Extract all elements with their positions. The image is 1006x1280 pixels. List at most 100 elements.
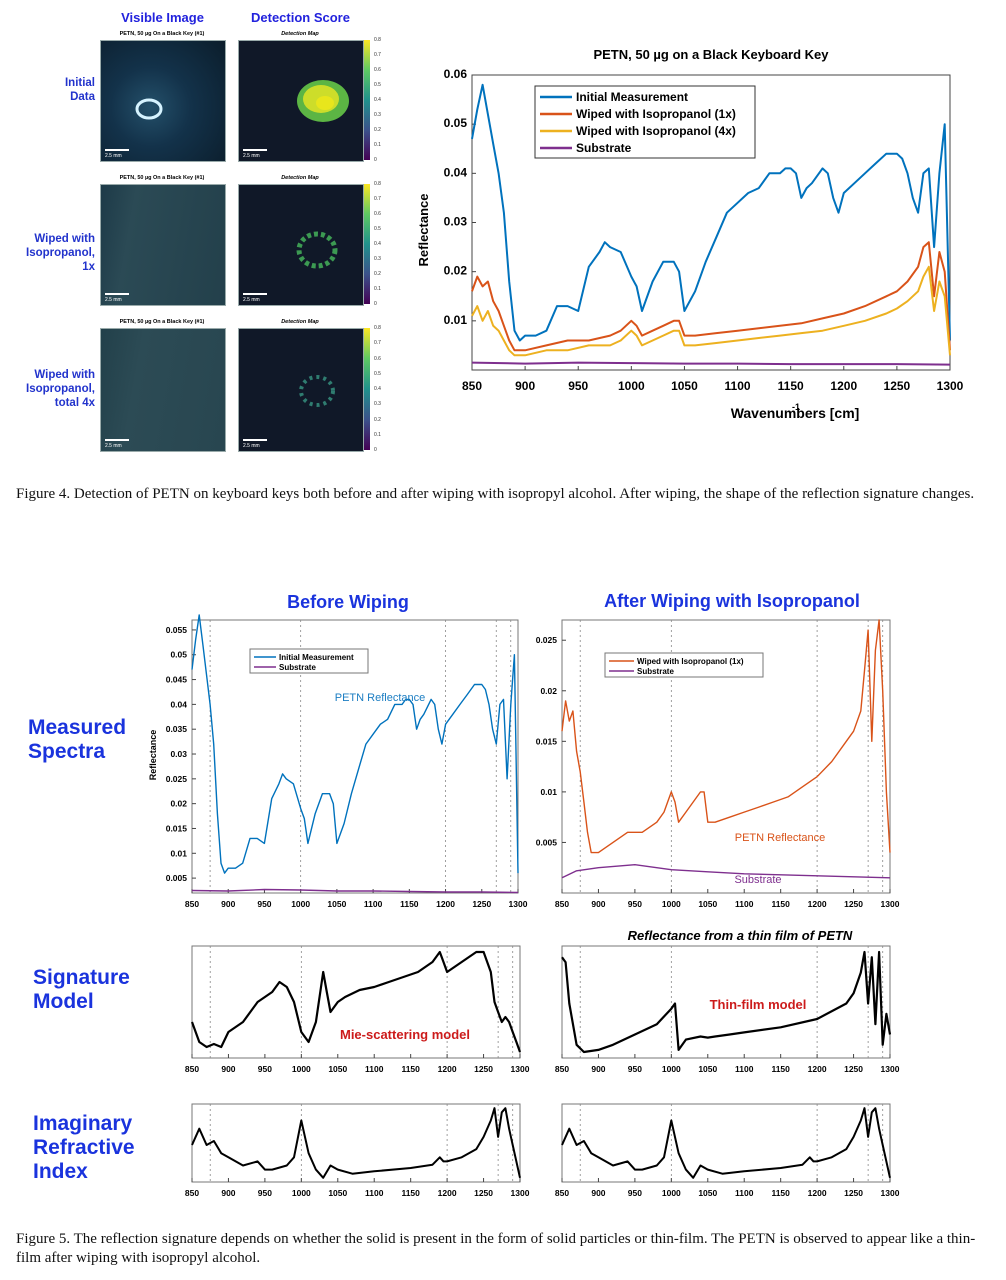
x-tick-label: 1100 (725, 379, 751, 393)
x-tick-label: 850 (185, 1064, 199, 1074)
x-tick-label: 1150 (771, 1064, 790, 1074)
legend-label: Wiped with Isopropanol (1x) (637, 657, 744, 666)
x-tick-label: 1250 (472, 899, 491, 909)
colorbar-tick-label: 0.2 (374, 271, 381, 277)
y-tick-label: 0.05 (444, 116, 468, 130)
colorbar-tick-label: 0.6 (374, 211, 381, 217)
colorbar-tick-label: 0.4 (374, 386, 381, 392)
x-tick-label: 950 (628, 899, 642, 909)
legend-label: Initial Measurement (279, 653, 354, 662)
x-axis-label: Wavenumbers [cm] (731, 405, 860, 421)
y-tick-label: 0.005 (536, 837, 558, 847)
y-tick-label: 0.025 (536, 635, 558, 645)
chart-title: Reflectance from a thin film of PETN (628, 928, 853, 943)
y-tick-label: 0.01 (170, 848, 187, 858)
colorbar-tick-label: 0.7 (374, 52, 381, 58)
fig4-spectrum-chart: 850 900 950 1000 1050 1100 1150 1200 1250 1300 0.0… (416, 47, 964, 421)
colorbar-tick-label: 0.2 (374, 127, 381, 133)
x-tick-label: 850 (185, 1188, 199, 1198)
scale-bar (243, 439, 267, 441)
x-tick-label: 1300 (881, 1188, 900, 1198)
colorbar-tick-label: 0.1 (374, 431, 381, 438)
detection-title-4x: Detection Map (281, 319, 319, 325)
row-label-initial: Initial Data (64, 77, 95, 103)
x-tick-label: 1200 (808, 899, 827, 909)
series-line (191, 1107, 521, 1179)
plot-frame (561, 1103, 891, 1183)
x-tick-label: 900 (591, 899, 605, 909)
x-tick-label: 1100 (364, 899, 383, 909)
fig5-index-left-chart: 850 900 950 1000 1050 1100 1150 1200 1250 1300 (185, 1103, 530, 1198)
legend-box (604, 652, 764, 678)
colorbar (364, 328, 370, 450)
x-tick-label: 1200 (438, 1064, 457, 1074)
scale-bar (105, 293, 129, 295)
x-tick-label: 1050 (671, 379, 698, 393)
x-tick-label: 900 (221, 1188, 235, 1198)
x-axis-label-exponent: -1 (792, 402, 800, 412)
x-tick-label: 1050 (328, 1188, 347, 1198)
x-tick-label: 1050 (327, 899, 346, 909)
x-tick-label: 850 (555, 1064, 569, 1074)
visible-title-initial: PETN, 50 µg On a Black Key (#1) (119, 31, 205, 37)
scale-bar (243, 293, 267, 295)
x-tick-label: 900 (221, 1064, 235, 1074)
colorbar-tick-label: 0 (374, 447, 377, 453)
colorbar-tick-label: 0.7 (374, 196, 381, 202)
colorbar-tick-label: 0.5 (374, 82, 381, 88)
visible-image-wiped-1x: 2.5 mm (100, 184, 226, 306)
x-tick-label: 1250 (844, 1188, 863, 1198)
figure-5-caption: Figure 5. The reflection signature depen… (16, 1231, 976, 1266)
colorbar-tick-label: 0.8 (374, 325, 381, 331)
y-axis-label: Reflectance (416, 194, 431, 267)
plot-frame (561, 945, 891, 1059)
series-line (191, 614, 519, 874)
visible-title-4x: PETN, 50 µg On a Black Key (#1) (119, 319, 205, 325)
col-header-detection: Detection Score (251, 10, 350, 25)
colorbar-tick-label: 0.4 (374, 241, 381, 247)
fig5-index-right-chart: 850 900 950 1000 1050 1100 1150 1200 1250 1300 (555, 1103, 900, 1198)
x-tick-label: 900 (591, 1064, 605, 1074)
x-tick-label: 1250 (844, 899, 863, 909)
x-tick-label: 1000 (662, 899, 681, 909)
annotation-substrate: Substrate (734, 874, 781, 886)
colorbar-tick-label: 0.6 (374, 67, 381, 73)
annotation-petn: PETN Reflectance (735, 832, 825, 844)
legend-label: Substrate (576, 141, 632, 155)
visible-image-initial: 2.5 mm (100, 40, 226, 162)
scale-label: 2.5 mm (105, 443, 122, 449)
y-tick-label: 0.04 (170, 699, 187, 709)
colorbar-tick-label: 0.3 (374, 112, 381, 118)
detection-map-wiped-4x: 2.5 mm (238, 328, 364, 452)
x-tick-label: 1150 (401, 1064, 420, 1074)
x-tick-label: 1100 (735, 899, 754, 909)
x-tick-label: 1100 (735, 1064, 754, 1074)
chart-title: Before Wiping (287, 592, 409, 612)
row-label-signature-model: Signature Model (33, 966, 130, 1013)
x-tick-label: 1300 (509, 899, 528, 909)
colorbar-tick-label: 0 (374, 157, 377, 163)
series-line (561, 950, 892, 1054)
colorbar-tick-label: 0.5 (374, 370, 381, 377)
y-tick-label: 0.04 (444, 165, 468, 179)
legend-label: Wiped with Isopropanol (1x) (576, 107, 736, 121)
plot-frame (191, 1103, 521, 1183)
annotation-mie: Mie-scattering model (340, 1027, 470, 1042)
detection-map-initial: 2.5 mm (238, 40, 364, 162)
x-tick-label: 900 (591, 1188, 605, 1198)
series-line (471, 83, 951, 342)
x-tick-label: 1100 (735, 1188, 754, 1198)
annotation-petn: PETN Reflectance (335, 692, 425, 704)
annotation-thinfilm: Thin-film model (710, 997, 807, 1012)
x-tick-label: 1000 (292, 1064, 311, 1074)
x-tick-label: 850 (555, 1188, 569, 1198)
detection-title-initial: Detection Map (281, 31, 319, 37)
x-tick-label: 1250 (474, 1064, 493, 1074)
visible-title-1x: PETN, 50 µg On a Black Key (#1) (119, 175, 205, 181)
row-label-imaginary-index: Imaginary Refractive Index (33, 1112, 135, 1183)
x-tick-label: 1000 (662, 1188, 681, 1198)
x-tick-label: 1200 (830, 379, 857, 393)
fig5-before-chart: 850 900 950 1000 1050 1100 1150 1200 1250 1300 0.0… (148, 592, 528, 909)
x-tick-label: 1250 (844, 1064, 863, 1074)
legend-label: Substrate (637, 667, 674, 676)
